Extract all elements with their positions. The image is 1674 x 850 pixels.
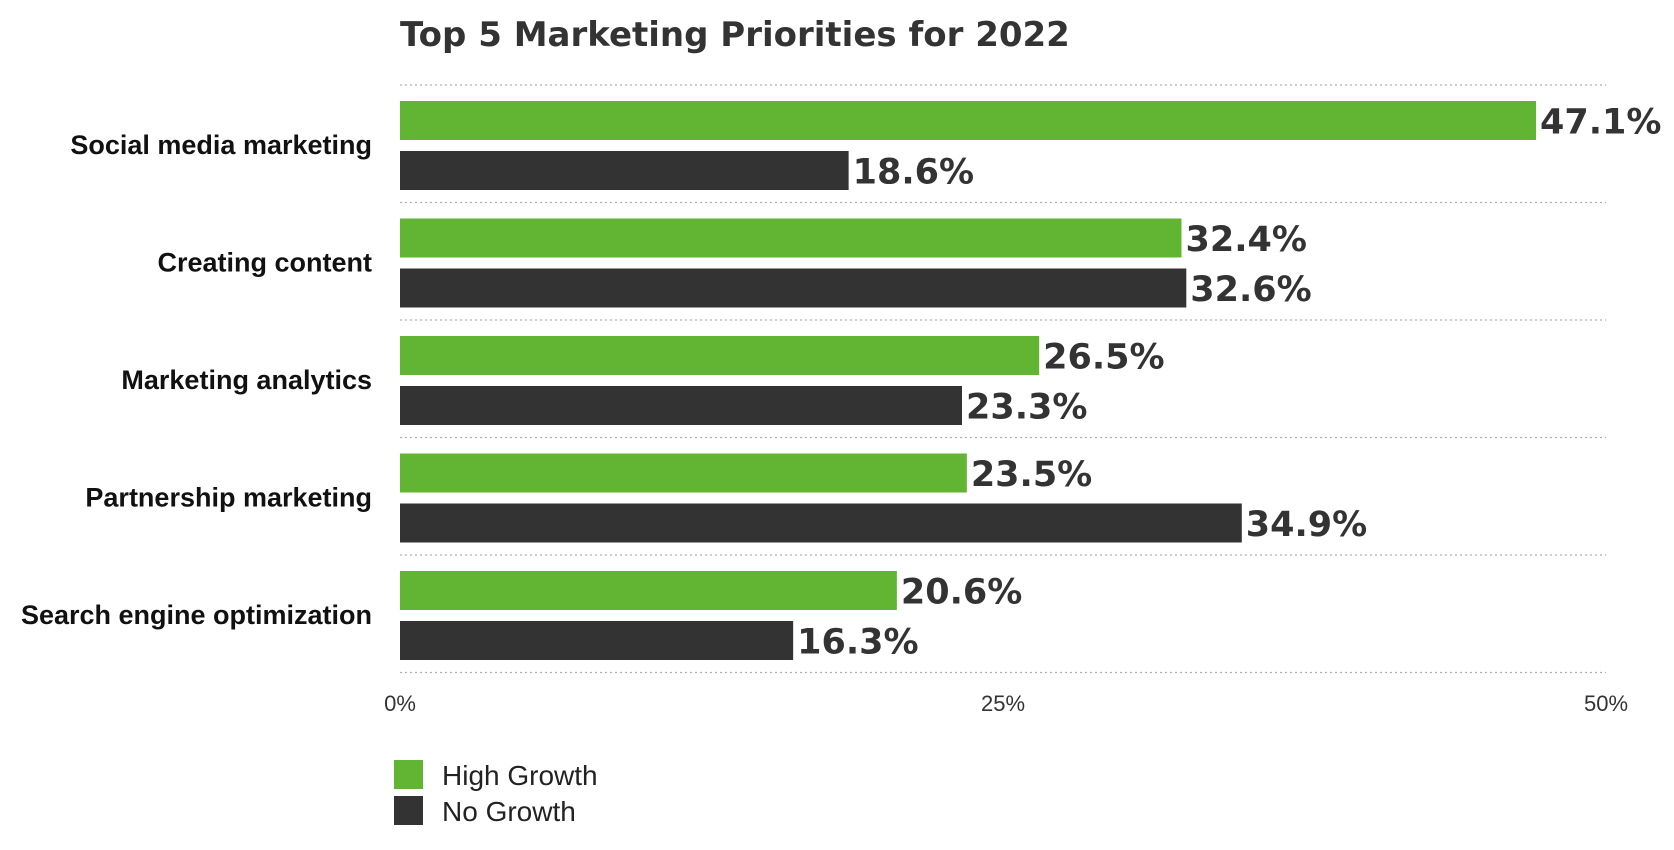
legend: High Growth No Growth bbox=[394, 760, 598, 827]
bar bbox=[400, 336, 1040, 375]
data-label: 23.5% bbox=[971, 455, 1092, 495]
bar bbox=[400, 151, 849, 190]
x-tick-label: 25% bbox=[981, 691, 1025, 716]
data-label: 32.6% bbox=[1190, 270, 1311, 310]
bar bbox=[400, 218, 1182, 258]
bar bbox=[400, 101, 1537, 140]
chart-title: Top 5 Marketing Priorities for 2022 bbox=[400, 15, 1070, 55]
data-label: 47.1% bbox=[1540, 103, 1661, 143]
x-tick-label: 0% bbox=[384, 691, 416, 716]
data-label: 23.3% bbox=[966, 388, 1087, 428]
bar bbox=[400, 386, 962, 425]
data-label: 16.3% bbox=[797, 623, 918, 663]
bar bbox=[400, 571, 897, 610]
data-label: 34.9% bbox=[1246, 505, 1367, 545]
category-label: Partnership marketing bbox=[85, 482, 372, 512]
legend-swatch bbox=[394, 796, 423, 825]
category-label: Search engine optimization bbox=[21, 600, 372, 630]
data-label: 20.6% bbox=[901, 573, 1022, 613]
legend-label: High Growth bbox=[442, 760, 598, 791]
data-label: 26.5% bbox=[1043, 338, 1164, 378]
legend-swatch bbox=[394, 760, 423, 789]
data-label: 18.6% bbox=[853, 153, 974, 193]
category-label: Marketing analytics bbox=[121, 365, 372, 395]
gridlines bbox=[400, 84, 1606, 674]
bar bbox=[400, 268, 1187, 308]
bar bbox=[400, 453, 967, 493]
x-axis-ticks: 0% 25% 50% bbox=[384, 691, 1628, 716]
legend-label: No Growth bbox=[442, 796, 576, 827]
category-label: Creating content bbox=[157, 247, 372, 277]
bar bbox=[400, 621, 794, 660]
data-label: 32.4% bbox=[1185, 220, 1306, 260]
category-label: Social media marketing bbox=[70, 130, 372, 160]
category-labels: Social media marketing Creating content Ma… bbox=[21, 130, 372, 630]
x-tick-label: 50% bbox=[1584, 691, 1628, 716]
bars: 47.1% 18.6% 32.4% 32.6% 26.5% 23.3% 23.5% 34.9%… bbox=[400, 101, 1661, 663]
bar bbox=[400, 503, 1242, 543]
